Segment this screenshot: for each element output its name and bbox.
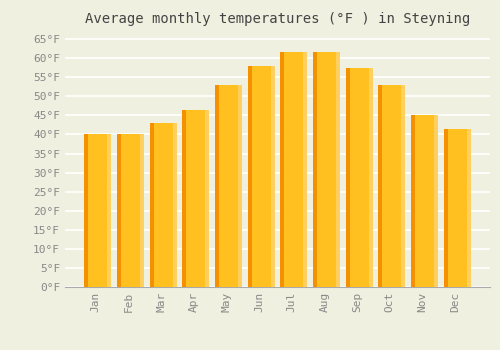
Bar [215, 85, 238, 287]
Bar [107, 134, 112, 287]
Bar [434, 116, 438, 287]
Bar [378, 85, 401, 287]
Bar [117, 134, 140, 287]
Bar [172, 123, 176, 287]
Bar [205, 110, 210, 287]
Bar [248, 66, 270, 287]
Bar [182, 110, 205, 287]
Bar [140, 134, 144, 287]
Bar [336, 52, 340, 287]
Bar [444, 129, 466, 287]
Title: Average monthly temperatures (°F ) in Steyning: Average monthly temperatures (°F ) in St… [85, 12, 470, 26]
Bar [313, 52, 336, 287]
Bar [248, 66, 252, 287]
Bar [84, 134, 107, 287]
Bar [117, 134, 121, 287]
Bar [444, 129, 448, 287]
Bar [313, 52, 317, 287]
Bar [466, 129, 470, 287]
Bar [182, 110, 186, 287]
Bar [368, 68, 372, 287]
Bar [150, 123, 154, 287]
Bar [280, 52, 284, 287]
Bar [84, 134, 88, 287]
Bar [346, 68, 368, 287]
Bar [150, 123, 172, 287]
Bar [270, 66, 274, 287]
Bar [280, 52, 303, 287]
Bar [378, 85, 382, 287]
Bar [215, 85, 219, 287]
Bar [411, 116, 434, 287]
Bar [401, 85, 406, 287]
Bar [346, 68, 350, 287]
Bar [303, 52, 308, 287]
Bar [238, 85, 242, 287]
Bar [411, 116, 415, 287]
